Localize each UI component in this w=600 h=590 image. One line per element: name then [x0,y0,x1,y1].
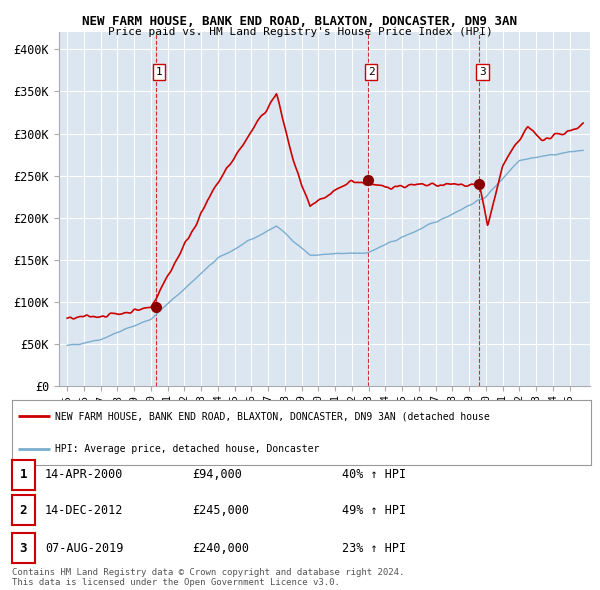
Text: 3: 3 [20,542,27,555]
Text: NEW FARM HOUSE, BANK END ROAD, BLAXTON, DONCASTER, DN9 3AN: NEW FARM HOUSE, BANK END ROAD, BLAXTON, … [83,15,517,28]
Text: 3: 3 [479,67,486,77]
Text: HPI: Average price, detached house, Doncaster: HPI: Average price, detached house, Donc… [55,444,320,454]
Text: £94,000: £94,000 [192,468,242,481]
Text: 49% ↑ HPI: 49% ↑ HPI [342,503,406,516]
Text: 1: 1 [155,67,163,77]
Text: NEW FARM HOUSE, BANK END ROAD, BLAXTON, DONCASTER, DN9 3AN (detached house: NEW FARM HOUSE, BANK END ROAD, BLAXTON, … [55,411,490,421]
Text: 1: 1 [20,468,27,481]
Text: £245,000: £245,000 [192,503,249,516]
Text: Contains HM Land Registry data © Crown copyright and database right 2024.
This d: Contains HM Land Registry data © Crown c… [12,568,404,587]
Text: £240,000: £240,000 [192,542,249,555]
Text: 2: 2 [20,503,27,516]
Text: 07-AUG-2019: 07-AUG-2019 [45,542,124,555]
Text: Price paid vs. HM Land Registry's House Price Index (HPI): Price paid vs. HM Land Registry's House … [107,27,493,37]
Text: 14-APR-2000: 14-APR-2000 [45,468,124,481]
Text: 40% ↑ HPI: 40% ↑ HPI [342,468,406,481]
Text: 14-DEC-2012: 14-DEC-2012 [45,503,124,516]
Text: 23% ↑ HPI: 23% ↑ HPI [342,542,406,555]
Text: 2: 2 [368,67,374,77]
